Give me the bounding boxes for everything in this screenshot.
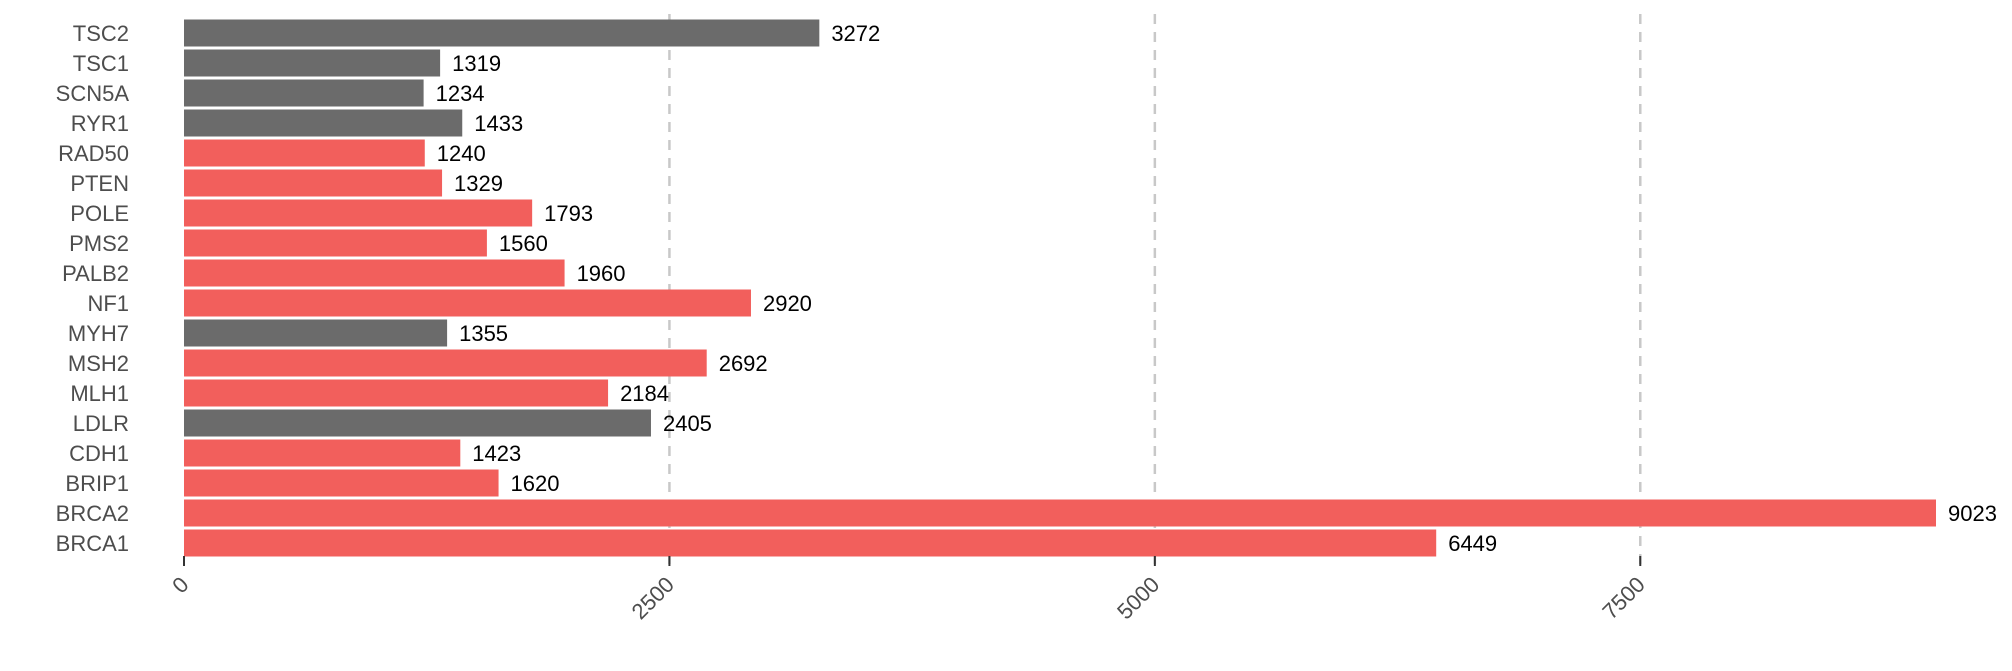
bar-layer [184, 19, 1936, 557]
value-label-scn5a: 1234 [436, 81, 485, 106]
value-label-palb2: 1960 [577, 261, 626, 286]
value-label-myh7: 1355 [459, 321, 508, 346]
bar-nf1 [184, 289, 751, 317]
value-label-rad50: 1240 [437, 141, 486, 166]
category-label-brca2: BRCA2 [56, 501, 129, 526]
value-label-tsc2: 3272 [831, 21, 880, 46]
value-label-cdh1: 1423 [472, 441, 521, 466]
value-label-msh2: 2692 [719, 351, 768, 376]
value-label-nf1: 2920 [763, 291, 812, 316]
x-tick-label-7500: 7500 [1598, 572, 1650, 624]
bar-scn5a [184, 79, 424, 107]
bar-myh7 [184, 319, 448, 347]
category-label-layer: TSC2 TSC1 SCN5A RYR1 RAD50 PTEN POLE PMS2 PALB2 N… [56, 21, 130, 556]
bar-brip1 [184, 469, 499, 497]
value-label-pten: 1329 [454, 171, 503, 196]
value-label-pole: 1793 [544, 201, 593, 226]
category-label-pms2: PMS2 [69, 231, 129, 256]
value-label-brca1: 6449 [1448, 531, 1497, 556]
category-label-ldlr: LDLR [73, 411, 129, 436]
category-label-myh7: MYH7 [68, 321, 129, 346]
category-label-brip1: BRIP1 [65, 471, 129, 496]
value-label-ldlr: 2405 [663, 411, 712, 436]
category-label-tsc2: TSC2 [73, 21, 129, 46]
value-label-brip1: 1620 [511, 471, 560, 496]
value-label-brca2: 9023 [1948, 501, 1997, 526]
bar-ryr1 [184, 109, 463, 137]
bar-pten [184, 169, 443, 197]
x-tick-label-5000: 5000 [1112, 572, 1164, 624]
category-label-tsc1: TSC1 [73, 51, 129, 76]
bar-tsc1 [184, 49, 441, 77]
bar-msh2 [184, 349, 707, 377]
bar-pms2 [184, 229, 487, 257]
category-label-ryr1: RYR1 [71, 111, 129, 136]
category-label-rad50: RAD50 [58, 141, 129, 166]
value-label-mlh1: 2184 [620, 381, 669, 406]
bar-brca2 [184, 499, 1936, 527]
category-label-mlh1: MLH1 [70, 381, 129, 406]
category-label-brca1: BRCA1 [56, 531, 129, 556]
bar-palb2 [184, 259, 565, 287]
value-label-layer: 3272 1319 1234 1433 1240 1329 1793 1560 1960 2920… [436, 21, 1997, 556]
category-label-pole: POLE [70, 201, 129, 226]
bar-ldlr [184, 409, 651, 437]
bar-brca1 [184, 529, 1437, 557]
value-label-tsc1: 1319 [452, 51, 501, 76]
bar-mlh1 [184, 379, 609, 407]
value-label-pms2: 1560 [499, 231, 548, 256]
bar-tsc2 [184, 19, 820, 47]
bar-pole [184, 199, 533, 227]
category-label-palb2: PALB2 [62, 261, 129, 286]
bar-cdh1 [184, 439, 461, 467]
category-label-nf1: NF1 [87, 291, 129, 316]
x-axis: 0 2500 5000 7500 [167, 556, 1650, 624]
category-label-msh2: MSH2 [68, 351, 129, 376]
category-label-cdh1: CDH1 [69, 441, 129, 466]
category-label-pten: PTEN [70, 171, 129, 196]
value-label-ryr1: 1433 [474, 111, 523, 136]
x-tick-label-0: 0 [167, 572, 193, 598]
bar-rad50 [184, 139, 425, 167]
x-tick-label-2500: 2500 [627, 572, 679, 624]
grid-layer [668, 14, 1642, 568]
category-label-scn5a: SCN5A [56, 81, 130, 106]
